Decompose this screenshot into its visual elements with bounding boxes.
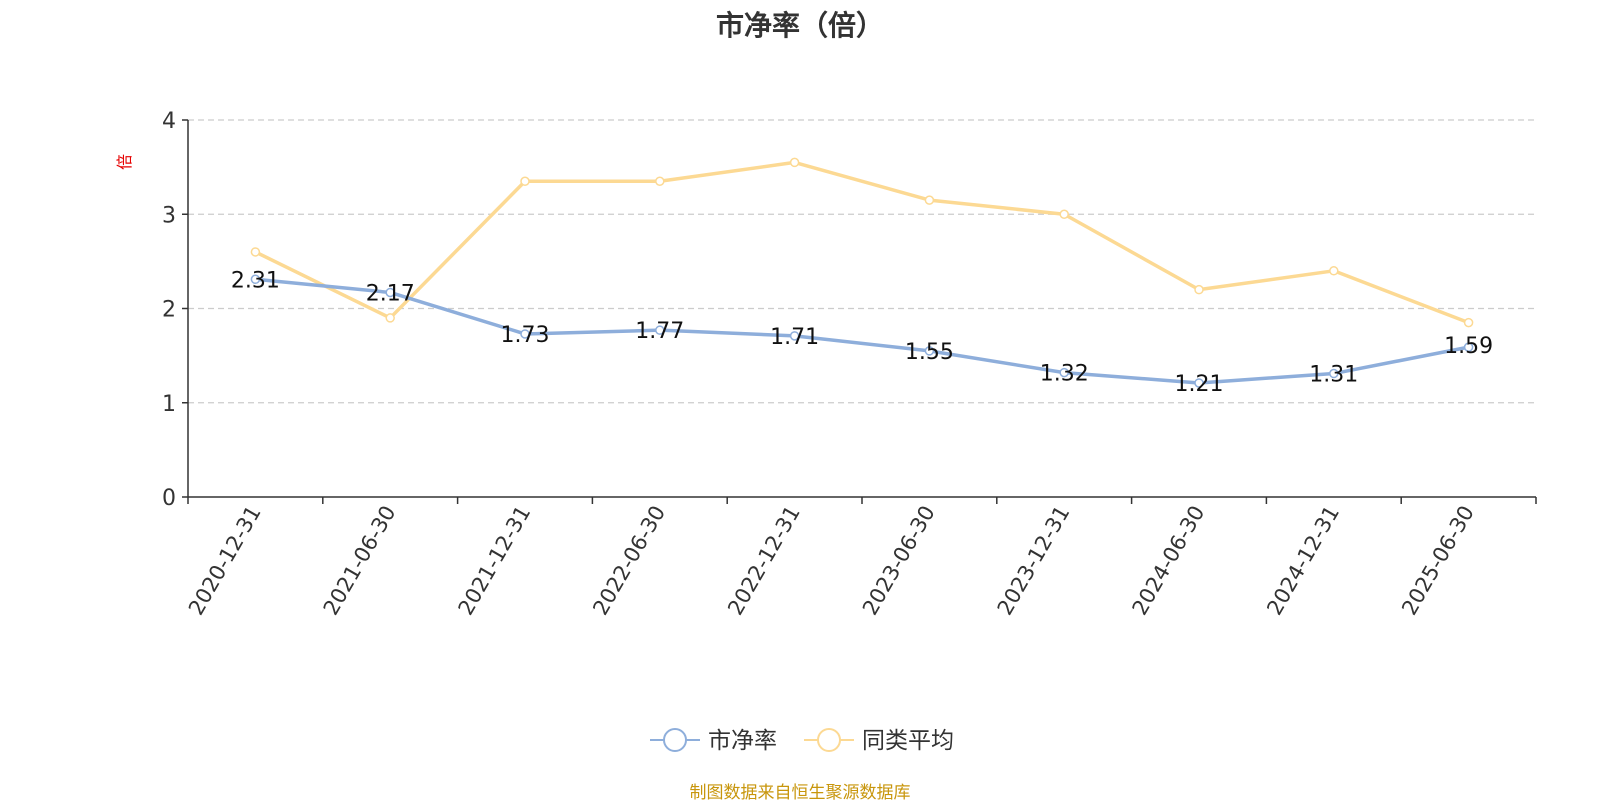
data-label: 1.77 <box>635 319 684 344</box>
data-label: 2.17 <box>366 281 415 306</box>
data-point-main[interactable] <box>520 329 530 339</box>
data-label: 1.73 <box>501 323 550 348</box>
y-axis-label: 倍 <box>115 154 134 170</box>
x-tick-label: 2024-12-31 <box>1262 502 1344 620</box>
data-point-main[interactable] <box>1329 368 1339 379</box>
data-point-main[interactable] <box>1463 342 1474 352</box>
data-point-average[interactable] <box>1463 317 1474 328</box>
data-point-average[interactable] <box>1194 284 1204 295</box>
x-tick-label: 2025-06-30 <box>1397 502 1479 620</box>
data-point-average[interactable] <box>1059 209 1069 219</box>
series-lines <box>250 157 1474 388</box>
data-labels: 2.31 2.17 1.73 1.77 1.71 1.55 1.32 1.21 1.31 1.59 <box>231 268 1493 397</box>
data-point-average[interactable] <box>520 176 530 187</box>
data-point-average[interactable] <box>385 313 395 323</box>
data-point-main[interactable] <box>250 274 261 285</box>
x-tick-label: 2022-12-31 <box>723 502 805 620</box>
data-point-main[interactable] <box>385 287 395 298</box>
data-point-main[interactable] <box>924 346 935 356</box>
data-point-main[interactable] <box>1194 378 1204 388</box>
x-tick-label: 2024-06-30 <box>1128 502 1210 620</box>
data-label: 1.31 <box>1309 363 1358 388</box>
data-point-average[interactable] <box>924 195 935 205</box>
data-point-average[interactable] <box>1329 266 1339 276</box>
data-label: 1.71 <box>770 325 819 350</box>
x-tick-label: 2021-12-31 <box>454 502 536 620</box>
chart-title: 市净率（倍） <box>715 9 884 42</box>
data-label: 2.31 <box>231 268 280 293</box>
y-tick-label: 0 <box>162 486 176 511</box>
source-footer: 制图数据来自恒生聚源数据库 <box>689 783 911 803</box>
data-point-main[interactable] <box>1059 367 1069 378</box>
data-point-main[interactable] <box>655 325 665 335</box>
data-point-main[interactable] <box>789 331 800 341</box>
legend[interactable]: 市净率 同类平均 <box>650 728 954 754</box>
legend-circle-icon <box>663 728 687 752</box>
data-label: 1.21 <box>1175 372 1224 397</box>
y-tick-label: 2 <box>162 298 176 323</box>
grid-lines <box>188 119 1536 404</box>
y-tick-label: 1 <box>162 392 176 417</box>
data-point-average[interactable] <box>655 176 665 187</box>
legend-circle-icon <box>817 728 841 752</box>
x-tick-label: 2023-06-30 <box>858 502 940 620</box>
legend-label: 市净率 <box>708 728 777 754</box>
series-line-main <box>255 277 1469 385</box>
x-tick-label: 2022-06-30 <box>588 502 670 620</box>
x-tick-label: 2020-12-31 <box>184 502 266 620</box>
legend-item-average[interactable]: 同类平均 <box>804 728 954 754</box>
y-tick-label: 4 <box>162 109 176 134</box>
y-tick-label: 3 <box>162 203 176 228</box>
data-point-average[interactable] <box>789 157 800 168</box>
legend-item-main[interactable]: 市净率 <box>650 728 777 754</box>
data-label: 1.55 <box>905 340 954 365</box>
legend-label: 同类平均 <box>862 728 954 754</box>
data-point-average[interactable] <box>250 247 261 257</box>
x-tick-label: 2023-12-31 <box>993 502 1075 620</box>
series-line-average <box>254 160 1470 325</box>
data-label: 1.59 <box>1444 334 1493 359</box>
data-label: 1.32 <box>1040 362 1089 387</box>
x-tick-label: 2021-06-30 <box>319 502 401 620</box>
